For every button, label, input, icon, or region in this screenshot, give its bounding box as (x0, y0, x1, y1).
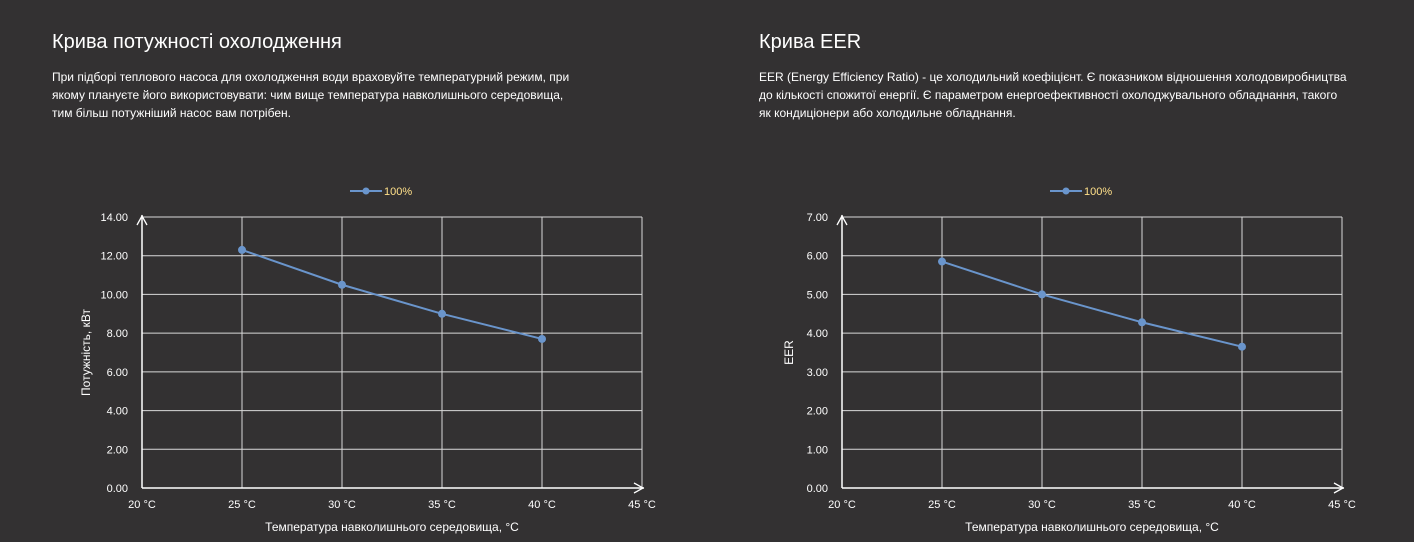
y-tick-label: 8.00 (107, 328, 128, 340)
y-tick-label: 2.00 (807, 406, 828, 418)
eer-title: Крива EER (759, 31, 862, 53)
x-tick-label: 25 °C (928, 499, 956, 511)
x-tick-label: 20 °C (828, 499, 856, 511)
data-point (1138, 318, 1146, 327)
y-tick-label: 12.00 (100, 251, 128, 263)
y-axis-arrow-icon (836, 214, 848, 226)
x-tick-label: 35 °C (428, 499, 456, 511)
data-point (438, 309, 446, 318)
x-tick-label: 45 °C (1328, 499, 1356, 511)
x-tick-label: 30 °C (328, 499, 356, 511)
y-tick-label: 1.00 (807, 444, 828, 456)
data-point (238, 245, 246, 254)
series-line (941, 260, 1243, 348)
x-tick-label: 40 °C (1228, 499, 1256, 511)
series-line (241, 248, 543, 340)
data-point (1238, 342, 1246, 351)
data-point (938, 257, 946, 266)
cooling-capacity-chart: 0.00 2.00 4.00 6.00 8.00 10.00 12.00 14.00 20 °C… (79, 186, 656, 534)
legend-marker (1062, 187, 1070, 195)
data-point (1038, 290, 1046, 299)
y-tick-label: 10.00 (100, 289, 128, 301)
y-tick-label: 7.00 (807, 212, 828, 224)
x-axis-label: Температура навколишнього середовища, °C (265, 520, 519, 534)
legend-label: 100% (384, 186, 412, 198)
legend-label: 100% (1084, 186, 1112, 198)
y-tick-label: 6.00 (107, 367, 128, 379)
x-tick-label: 45 °C (628, 499, 656, 511)
y-tick-label: 3.00 (807, 367, 828, 379)
x-axis-label: Температура навколишнього середовища, °C (965, 520, 1219, 534)
y-tick-label: 4.00 (807, 328, 828, 340)
x-axis-arrow-icon (1333, 482, 1345, 494)
eer-description: EER (Energy Efficiency Ratio) - це холод… (759, 70, 1347, 120)
y-tick-label: 4.00 (107, 406, 128, 418)
y-axis-label: EER (782, 340, 796, 365)
y-axis-label: Потужність, кВт (79, 309, 93, 396)
x-tick-label: 35 °C (1128, 499, 1156, 511)
x-axis-arrow-icon (633, 482, 645, 494)
data-point (338, 280, 346, 289)
y-axis-arrow-icon (136, 214, 148, 226)
x-tick-label: 25 °C (228, 499, 256, 511)
data-point (538, 334, 546, 343)
y-tick-label: 6.00 (807, 251, 828, 263)
y-tick-label: 5.00 (807, 289, 828, 301)
x-tick-label: 30 °C (1028, 499, 1056, 511)
y-tick-label: 0.00 (107, 483, 128, 495)
y-tick-label: 2.00 (107, 444, 128, 456)
y-tick-label: 0.00 (807, 483, 828, 495)
y-tick-label: 14.00 (100, 212, 128, 224)
legend-marker (362, 187, 370, 195)
x-tick-label: 20 °C (128, 499, 156, 511)
x-tick-label: 40 °C (528, 499, 556, 511)
eer-chart: 0.00 1.00 2.00 3.00 4.00 5.00 6.00 7.00 20 °C 25 … (782, 186, 1356, 534)
cooling-capacity-description: При підборі теплового насоса для охолодж… (52, 70, 570, 120)
cooling-capacity-title: Крива потужності охолодження (52, 31, 342, 53)
